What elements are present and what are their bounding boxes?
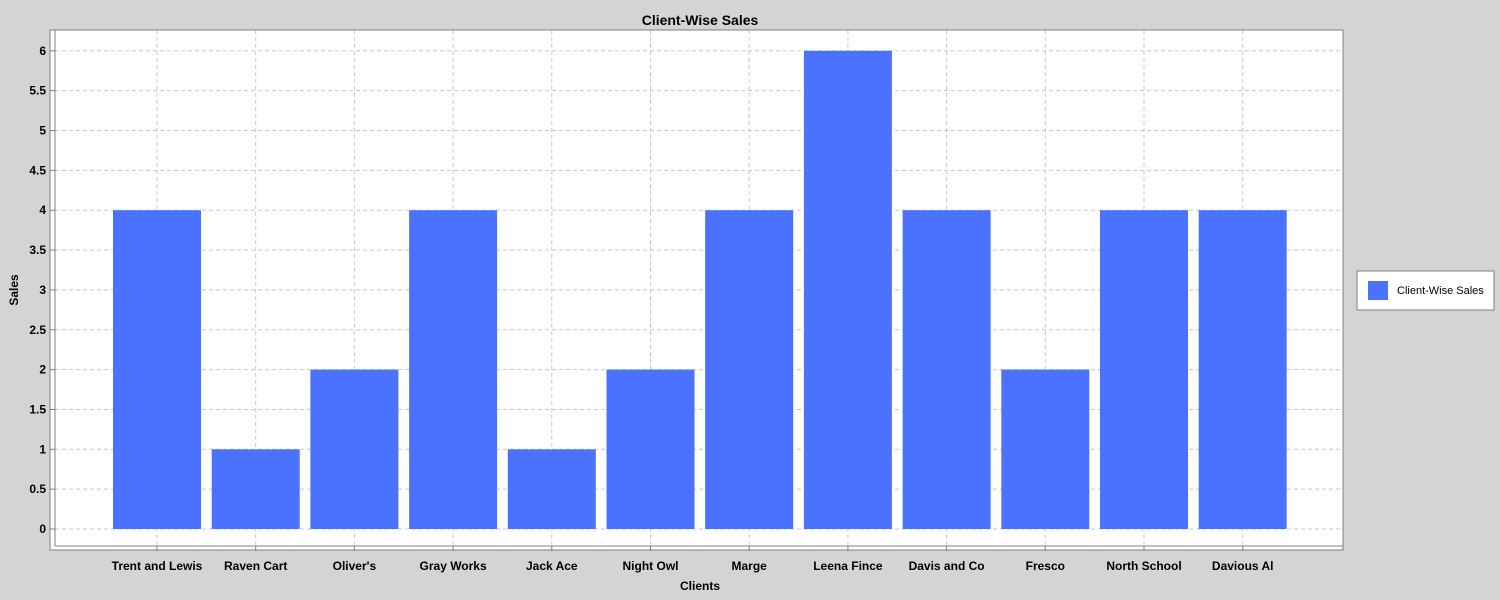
bar: [1100, 210, 1188, 529]
x-tick-label: Trent and Lewis: [112, 559, 203, 573]
x-axis: Trent and Lewis Raven Cart Oliver's Gray Wo…: [112, 546, 1274, 573]
x-axis-label: Clients: [680, 579, 720, 593]
x-tick-label: Jack Ace: [526, 559, 578, 573]
y-tick-label: 2: [39, 363, 46, 377]
x-tick-label: Oliver's: [333, 559, 377, 573]
y-tick-label: 1.5: [29, 402, 46, 416]
y-tick-label: 5: [39, 124, 46, 138]
bar: [113, 210, 201, 529]
x-tick-label: North School: [1106, 559, 1181, 573]
x-tick-label: Raven Cart: [224, 559, 287, 573]
bar: [310, 369, 399, 529]
bar: [1001, 369, 1090, 529]
y-tick-label: 2.5: [29, 323, 46, 337]
x-tick-label: Gray Works: [420, 559, 487, 573]
bar: [902, 210, 991, 529]
legend: Client-Wise Sales: [1356, 270, 1495, 311]
legend-label: Client-Wise Sales: [1397, 285, 1484, 297]
y-axis-label: Sales: [7, 274, 21, 306]
y-tick-label: 0: [39, 522, 46, 536]
bar: [211, 449, 300, 529]
y-tick-label: 4: [39, 203, 46, 217]
bar: [705, 210, 794, 529]
bar: [1198, 210, 1287, 529]
bar: [507, 449, 596, 529]
bar: [409, 210, 498, 529]
x-tick-label: Night Owl: [623, 559, 679, 573]
chart-title: Client-Wise Sales: [642, 12, 759, 28]
y-tick-label: 0.5: [29, 482, 46, 496]
y-tick-label: 3.5: [29, 243, 46, 257]
x-tick-label: Leena Fince: [813, 559, 883, 573]
y-tick-label: 4.5: [29, 163, 46, 177]
y-tick-label: 1: [39, 442, 46, 456]
bar: [803, 50, 892, 530]
x-tick-label: Fresco: [1026, 559, 1065, 573]
y-tick-label: 6: [39, 44, 46, 58]
x-tick-label: Marge: [732, 559, 768, 573]
y-tick-label: 5.5: [29, 84, 46, 98]
legend-swatch: [1368, 281, 1388, 300]
x-tick-label: Davis and Co: [909, 559, 985, 573]
bar: [606, 369, 695, 529]
y-axis: 0 0.5 1 1.5 2 2.5 3 3.5 4 4.5 5 5.5 6: [29, 44, 55, 536]
y-tick-label: 3: [39, 283, 46, 297]
plot-border: [49, 29, 1344, 551]
bars: [113, 50, 1287, 530]
x-tick-label: Davious Al: [1212, 559, 1274, 573]
